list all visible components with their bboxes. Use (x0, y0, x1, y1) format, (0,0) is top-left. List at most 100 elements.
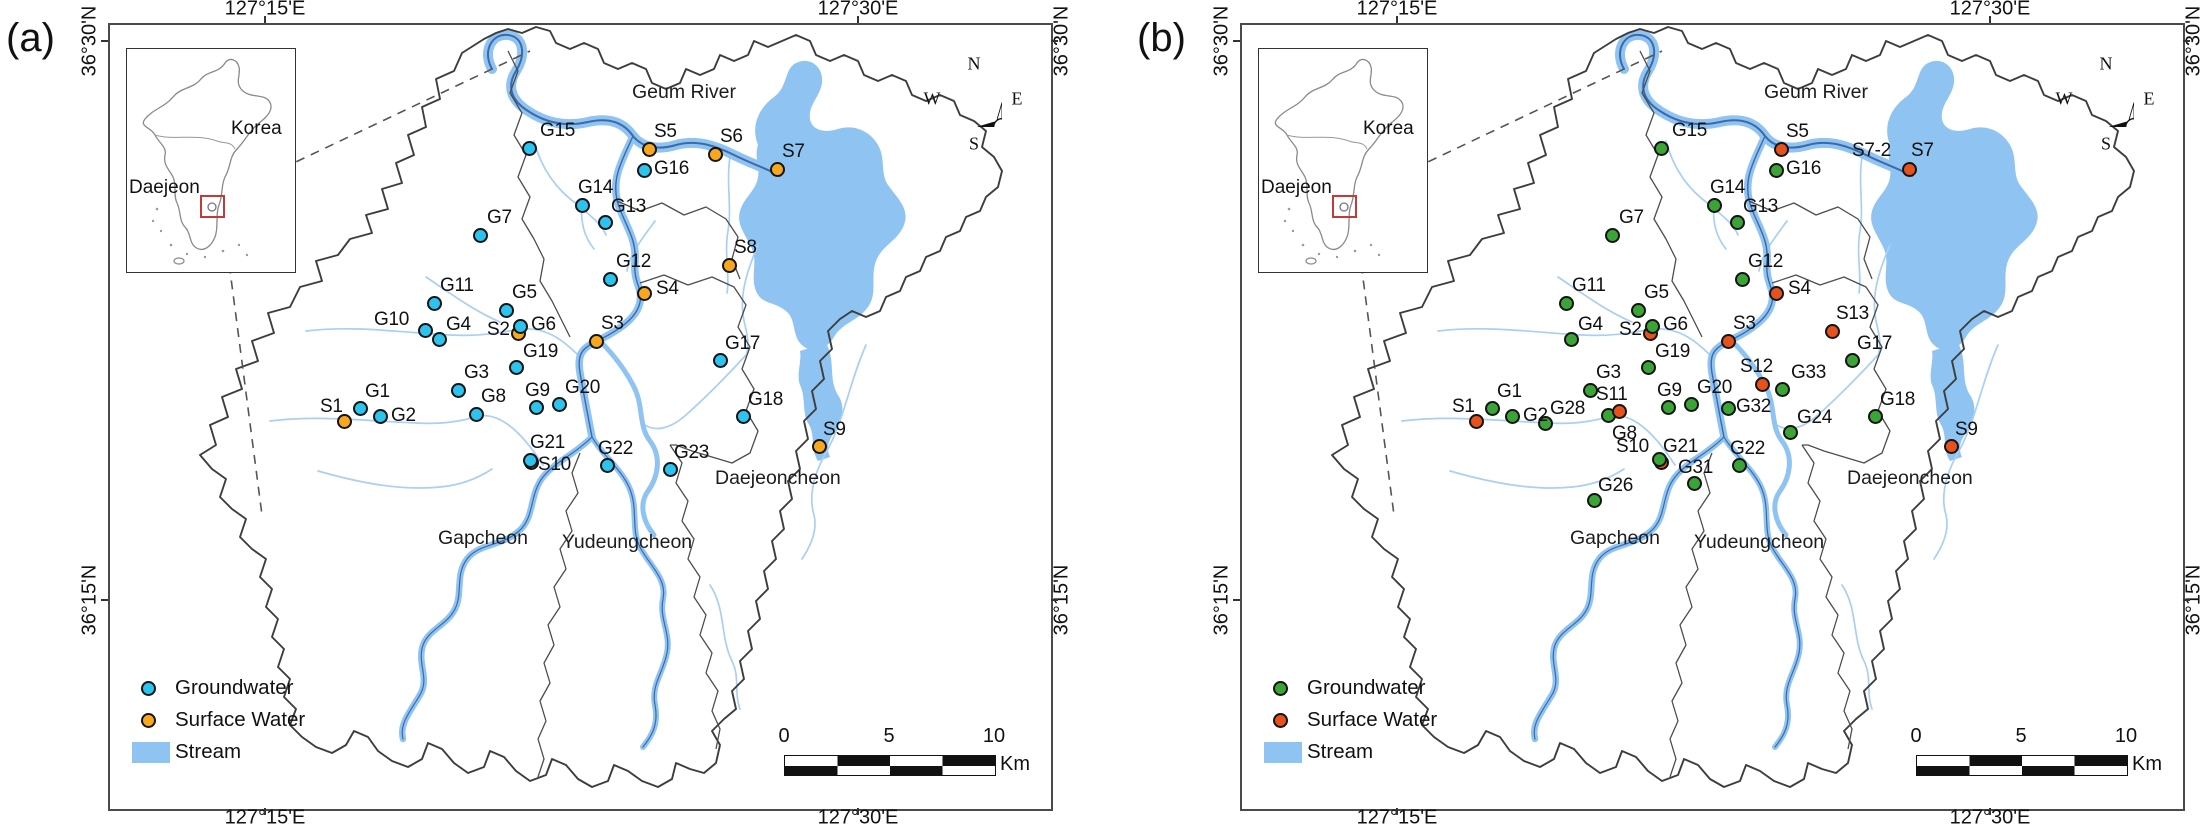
site-label-G12: G12 (1748, 251, 1784, 272)
scalebar-b: Km 0 5 10 (1910, 725, 2162, 789)
site-dot-S7 (1901, 161, 1917, 177)
legend-dot-icon (1273, 713, 1288, 728)
site-dot-G14 (1706, 197, 1722, 213)
map-label-daejeoncheon: Daejeoncheon (1847, 467, 1973, 489)
legend-item-stream: Stream (130, 737, 360, 769)
site-dot-G20 (1683, 396, 1699, 412)
site-label-S1: S1 (320, 396, 343, 417)
axis-left-label: 36°15'N (78, 564, 101, 636)
site-label-G22: G22 (1730, 438, 1766, 459)
site-label-G2: G2 (391, 405, 416, 426)
axis-bottom-label: 127°30'E (817, 806, 899, 829)
inset-map-a: Korea Daejeon (126, 48, 296, 273)
map-label-geum-river: Geum River (632, 81, 737, 103)
legend-label: Surface Water (1307, 708, 1438, 731)
axis-bottom-label: 127°30'E (1949, 806, 2031, 829)
site-dot-S12 (1754, 376, 1770, 392)
legend-label: Groundwater (1307, 676, 1426, 699)
site-dot-G6 (1644, 318, 1660, 334)
legend-label: Stream (175, 740, 242, 763)
site-dot-G28 (1537, 415, 1553, 431)
panel-a: (a) Korea Daejeon N W E S Groundwater Sur… (6, 0, 1073, 829)
site-dot-G3 (1582, 382, 1598, 398)
site-dot-G1 (1484, 400, 1500, 416)
panel-a-map: Korea Daejeon N W E S Groundwater Surface… (108, 23, 1053, 811)
site-label-S9: S9 (823, 419, 846, 440)
axis-tick (2182, 40, 2190, 42)
site-label-G20: G20 (565, 377, 601, 398)
panel-b-tag: (b) (1137, 16, 1186, 60)
site-label-S5: S5 (1786, 121, 1809, 142)
site-dot-G19 (1640, 359, 1656, 375)
site-dot-G33 (1774, 381, 1790, 397)
inset-map-b: Korea Daejeon (1258, 48, 1428, 273)
legend-dot-icon (141, 713, 156, 728)
site-dot-G2 (372, 408, 388, 424)
map-label-gapcheon: Gapcheon (1570, 527, 1660, 549)
site-dot-G22 (1731, 457, 1747, 473)
site-dot-G18 (1867, 408, 1883, 424)
site-dot-S4 (1768, 285, 1784, 301)
site-dot-G1 (352, 400, 368, 416)
site-label-S8: S8 (734, 237, 757, 258)
compass-s: S (968, 133, 980, 154)
site-dot-S4 (636, 285, 652, 301)
site-label-S4: S4 (656, 278, 679, 299)
site-label-G6: G6 (1663, 314, 1688, 335)
panel-b-map: Korea Daejeon N W E S Groundwater Surface… (1240, 23, 2185, 811)
axis-bottom-label: 127°15'E (224, 806, 306, 829)
site-dot-G13 (597, 214, 613, 230)
site-dot-G24 (1782, 424, 1798, 440)
axis-tick (1233, 40, 1240, 42)
site-dot-S5 (1773, 141, 1789, 157)
site-label-G5: G5 (1644, 282, 1669, 303)
site-dot-G22 (599, 457, 615, 473)
panel-a-tag: (a) (6, 16, 55, 60)
site-label-G18: G18 (748, 389, 784, 410)
axis-tick (264, 807, 266, 815)
legend-item-surface-water: Surface Water (130, 705, 360, 737)
site-dot-S8 (721, 257, 737, 273)
site-label-G16: G16 (654, 158, 690, 179)
site-label-G9: G9 (525, 380, 550, 401)
site-dot-G17 (712, 352, 728, 368)
scalebar-number: 0 (778, 725, 790, 747)
site-label-G1: G1 (365, 381, 390, 402)
site-label-G6: G6 (531, 314, 556, 335)
site-label-G17: G17 (725, 333, 761, 354)
compass-n: N (967, 53, 981, 74)
axis-tick (1989, 16, 1991, 23)
site-label-G14: G14 (578, 177, 614, 198)
scalebar-number: 5 (2015, 725, 2027, 747)
site-label-G26: G26 (1598, 475, 1634, 496)
scalebar-unit: Km (2132, 753, 2162, 775)
site-label-S13: S13 (1836, 303, 1869, 324)
site-dot-G7 (1604, 227, 1620, 243)
site-label-G17: G17 (1857, 333, 1893, 354)
site-label-G32: G32 (1736, 396, 1772, 417)
compass-e: E (2143, 88, 2155, 109)
site-label-S10: S10 (1616, 436, 1649, 457)
axis-tick (1233, 599, 1240, 601)
site-label-S2: S2 (487, 319, 510, 340)
site-label-G21: G21 (530, 432, 566, 453)
site-dot-G9 (1660, 399, 1676, 415)
map-label-yudeungcheon: Yudeungcheon (562, 531, 693, 553)
inset-country-label: Korea (1363, 118, 1414, 139)
axis-tick (1989, 807, 1991, 815)
site-label-G15: G15 (1672, 120, 1708, 141)
site-dot-G15 (521, 140, 537, 156)
site-label-G33: G33 (1791, 362, 1827, 383)
site-label-G23: G23 (674, 442, 710, 463)
scalebar-a: Km 0 5 10 (778, 725, 1030, 789)
site-label-S3: S3 (1733, 313, 1756, 334)
site-label-G22: G22 (598, 438, 634, 459)
inset-city-label: Daejeon (129, 177, 200, 198)
inset-city-label: Daejeon (1261, 177, 1332, 198)
map-label-yudeungcheon: Yudeungcheon (1694, 531, 1825, 553)
legend-dot-icon (1273, 681, 1288, 696)
site-dot-G16 (1768, 162, 1784, 178)
site-dot-G10 (417, 322, 433, 338)
site-dot-G7 (472, 227, 488, 243)
